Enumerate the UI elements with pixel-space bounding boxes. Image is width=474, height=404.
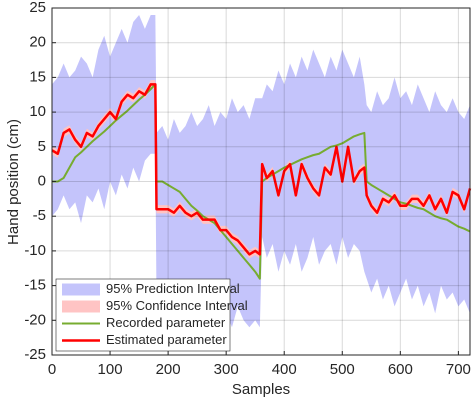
y-tick-label: -5 (33, 207, 46, 224)
x-axis-label: Samples (232, 381, 290, 398)
y-tick-label: 5 (38, 138, 46, 155)
x-tick-label: 600 (388, 361, 413, 378)
x-tick-label: 200 (156, 361, 181, 378)
legend-label: Recorded parameter (106, 315, 226, 330)
x-tick-label: 500 (330, 361, 355, 378)
x-tick-label: 0 (48, 361, 56, 378)
y-tick-label: 20 (29, 34, 46, 51)
x-tick-label: 300 (214, 361, 239, 378)
legend-swatch (62, 283, 100, 296)
y-tick-label: 0 (38, 172, 46, 189)
y-tick-label: -10 (24, 242, 46, 259)
y-tick-label: -15 (24, 277, 46, 294)
y-tick-label: -25 (24, 346, 46, 363)
legend-label: 95% Confidence Interval (106, 298, 248, 313)
y-tick-label: 15 (29, 68, 46, 85)
plot-frame (51, 7, 471, 356)
data-line (51, 83, 472, 256)
legend-label: Estimated parameter (106, 332, 227, 347)
legend-swatch (62, 300, 100, 313)
y-tick-label: -20 (24, 311, 46, 328)
x-tick-label: 100 (98, 361, 123, 378)
x-tick-label: 700 (446, 361, 471, 378)
x-tick-label: 400 (272, 361, 297, 378)
legend-label: 95% Prediction Interval (106, 281, 240, 296)
y-axis-label: Hand position (cm) (5, 119, 22, 245)
y-tick-label: 25 (29, 0, 46, 16)
y-tick-label: 10 (29, 103, 46, 120)
